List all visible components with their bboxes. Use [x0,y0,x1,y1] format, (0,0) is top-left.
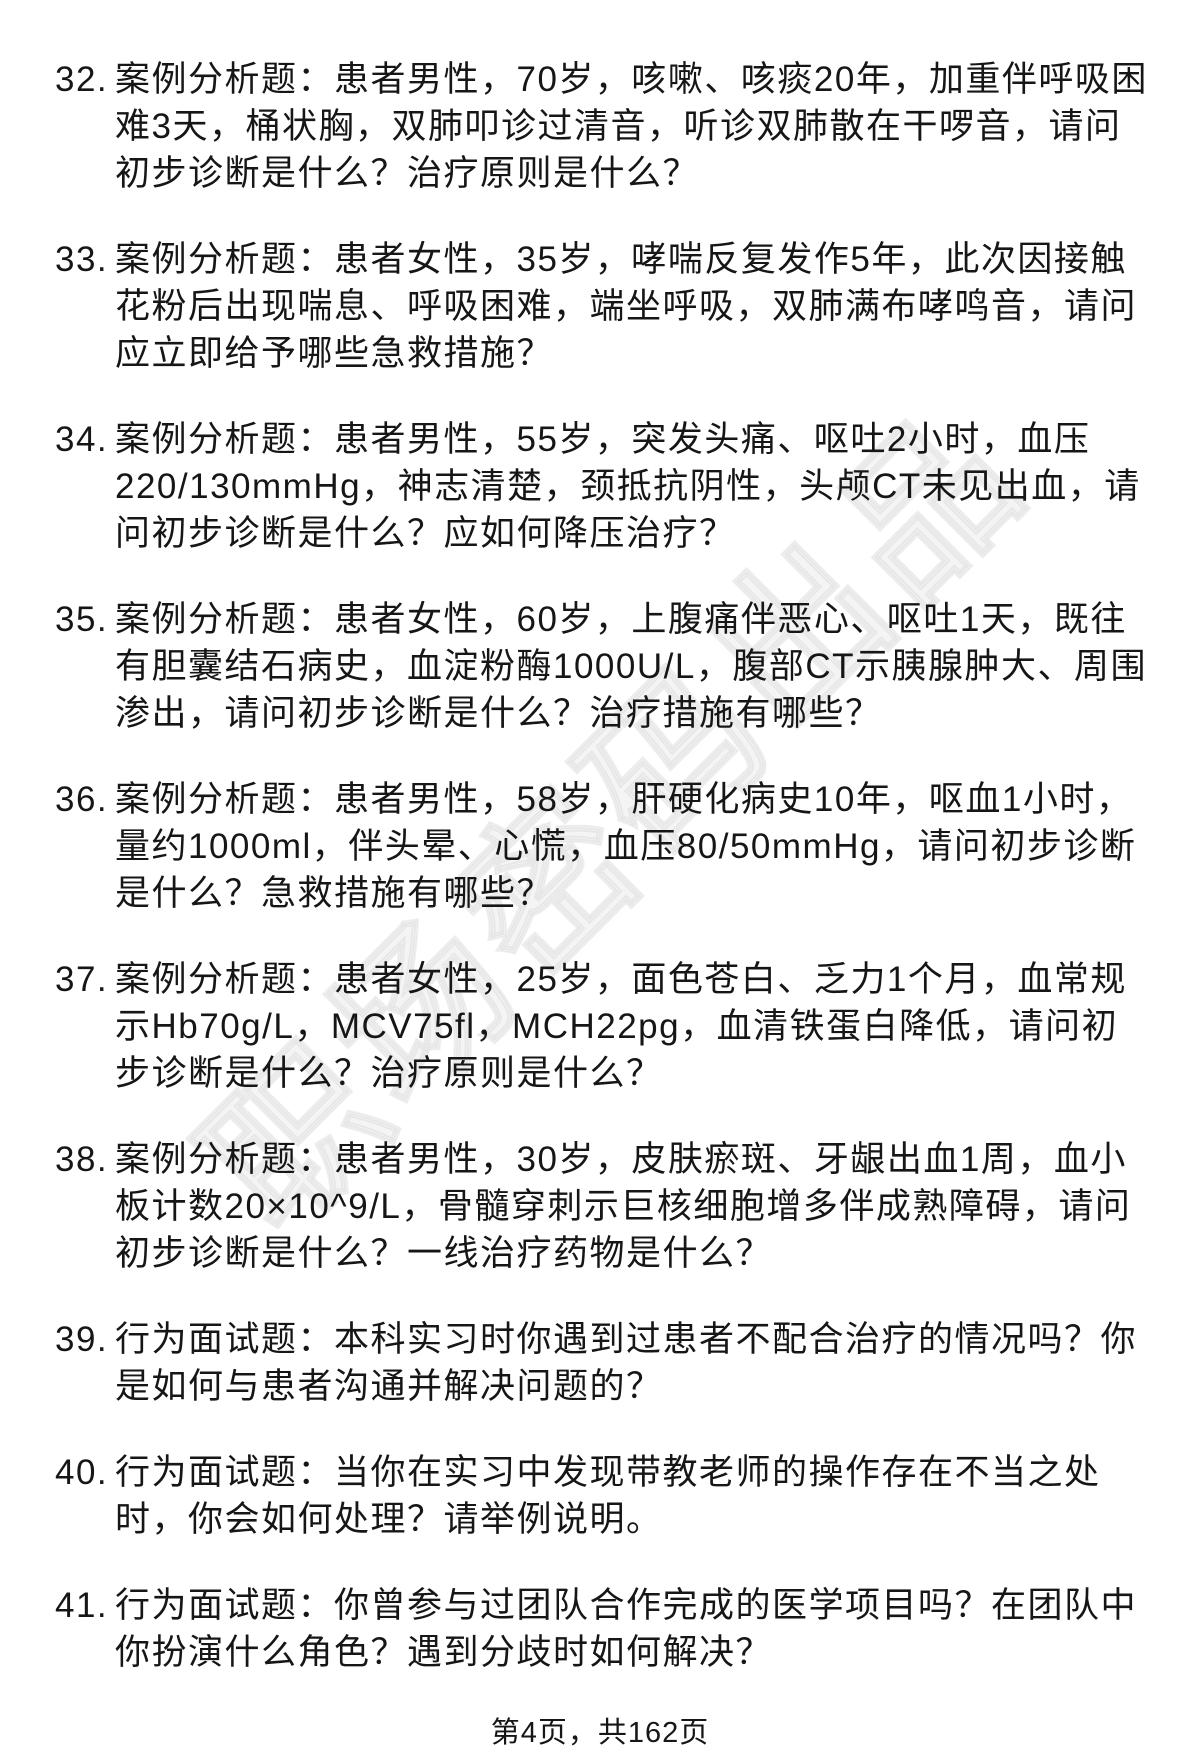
question-text: 行为面试题：当你在实习中发现带教老师的操作存在不当之处时，你会如何处理？请举例说… [115,1453,1101,1539]
question-item: 32. 案例分析题：患者男性，70岁，咳嗽、咳痰20年，加重伴呼吸困难3天，桶状… [55,56,1150,197]
question-number: 36. [55,780,109,819]
question-item: 36. 案例分析题：患者男性，58岁，肝硬化病史10年，呕血1小时，量约1000… [55,776,1150,917]
question-number: 40. [55,1453,109,1492]
question-text: 案例分析题：患者男性，58岁，肝硬化病史10年，呕血1小时，量约1000ml，伴… [115,780,1137,913]
question-item: 33. 案例分析题：患者女性，35岁，哮喘反复发作5年，此次因接触花粉后出现喘息… [55,236,1150,377]
question-item: 34. 案例分析题：患者男性，55岁，突发头痛、呕吐2小时，血压220/130m… [55,416,1150,557]
question-item: 39. 行为面试题：本科实习时你遇到过患者不配合治疗的情况吗？你是如何与患者沟通… [55,1316,1150,1410]
question-number: 41. [55,1586,109,1625]
question-item: 35. 案例分析题：患者女性，60岁，上腹痛伴恶心、呕吐1天，既往有胆囊结石病史… [55,596,1150,737]
question-text: 案例分析题：患者男性，30岁，皮肤瘀斑、牙龈出血1周，血小板计数20×10^9/… [115,1140,1132,1273]
page-footer: 第4页，共162页 [490,1717,710,1749]
question-number: 32. [55,60,109,99]
question-item: 40. 行为面试题：当你在实习中发现带教老师的操作存在不当之处时，你会如何处理？… [55,1449,1150,1543]
question-item: 37. 案例分析题：患者女性，25岁，面色苍白、乏力1个月，血常规示Hb70g/… [55,956,1150,1097]
question-number: 39. [55,1320,109,1359]
question-text: 案例分析题：患者男性，55岁，突发头痛、呕吐2小时，血压220/130mmHg，… [115,420,1141,553]
question-text: 行为面试题：本科实习时你遇到过患者不配合治疗的情况吗？你是如何与患者沟通并解决问… [115,1320,1138,1406]
question-text: 案例分析题：患者女性，25岁，面色苍白、乏力1个月，血常规示Hb70g/L，MC… [115,960,1127,1093]
question-number: 34. [55,420,109,459]
question-item: 38. 案例分析题：患者男性，30岁，皮肤瘀斑、牙龈出血1周，血小板计数20×1… [55,1136,1150,1277]
question-text: 案例分析题：患者男性，70岁，咳嗽、咳痰20年，加重伴呼吸困难3天，桶状胸，双肺… [115,60,1148,193]
question-text: 案例分析题：患者女性，35岁，哮喘反复发作5年，此次因接触花粉后出现喘息、呼吸困… [115,240,1138,373]
question-number: 33. [55,240,109,279]
question-number: 37. [55,960,109,999]
question-list: 32. 案例分析题：患者男性，70岁，咳嗽、咳痰20年，加重伴呼吸困难3天，桶状… [55,56,1150,1676]
question-number: 38. [55,1140,109,1179]
question-text: 行为面试题：你曾参与过团队合作完成的医学项目吗？在团队中你扮演什么角色？遇到分歧… [115,1586,1138,1672]
question-number: 35. [55,600,109,639]
question-item: 41. 行为面试题：你曾参与过团队合作完成的医学项目吗？在团队中你扮演什么角色？… [55,1582,1150,1676]
question-text: 案例分析题：患者女性，60岁，上腹痛伴恶心、呕吐1天，既往有胆囊结石病史，血淀粉… [115,600,1147,733]
